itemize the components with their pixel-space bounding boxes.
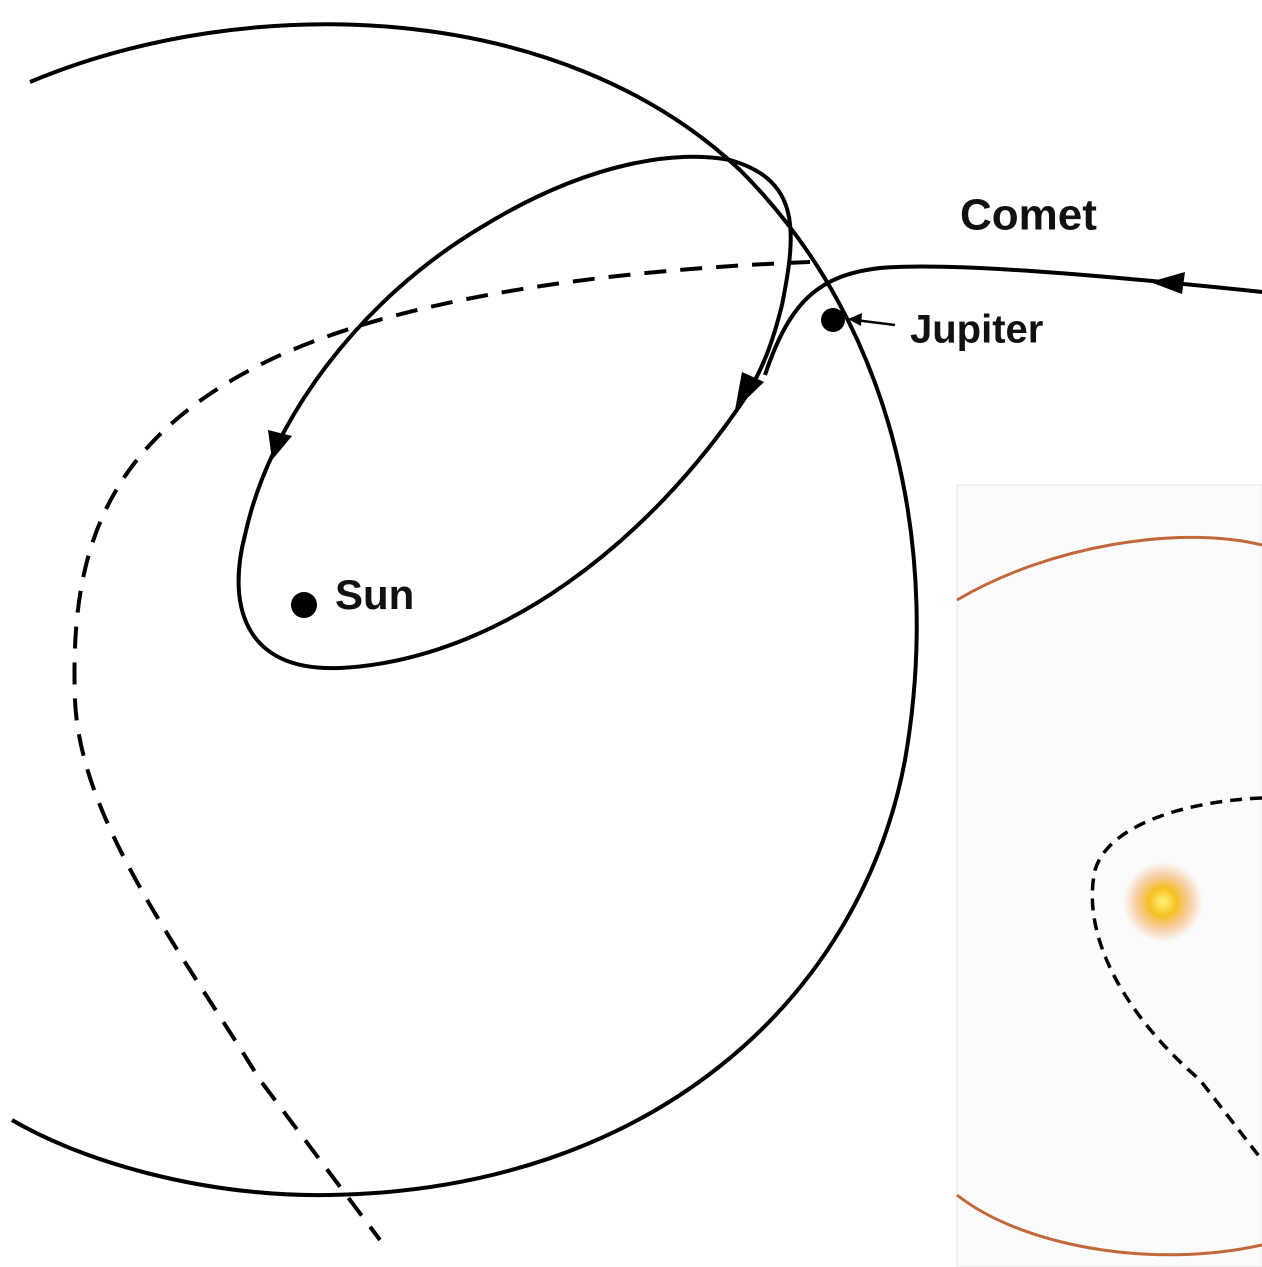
- inset-sun: [1123, 862, 1203, 942]
- comet-incoming: [763, 264, 1262, 376]
- arrow: [735, 372, 764, 410]
- arrow: [268, 430, 292, 460]
- jupiter: [821, 308, 845, 332]
- inset-comet-path: [1090, 796, 1262, 1162]
- jupiter-label: Jupiter: [910, 308, 1043, 352]
- inset-orbit: [956, 1193, 1262, 1257]
- inset-orbit: [956, 535, 1262, 602]
- jupiter-orbit: [10, 22, 919, 1198]
- sun: [291, 592, 317, 618]
- sun-label: Sun: [335, 571, 414, 618]
- comet-ellipse: [236, 154, 793, 671]
- arrow: [848, 313, 862, 326]
- inset-panel: [956, 484, 1262, 1267]
- inset: [956, 484, 1262, 1267]
- arrow: [1150, 272, 1185, 294]
- pointer-line: [854, 318, 896, 327]
- comet-label: Comet: [960, 191, 1097, 240]
